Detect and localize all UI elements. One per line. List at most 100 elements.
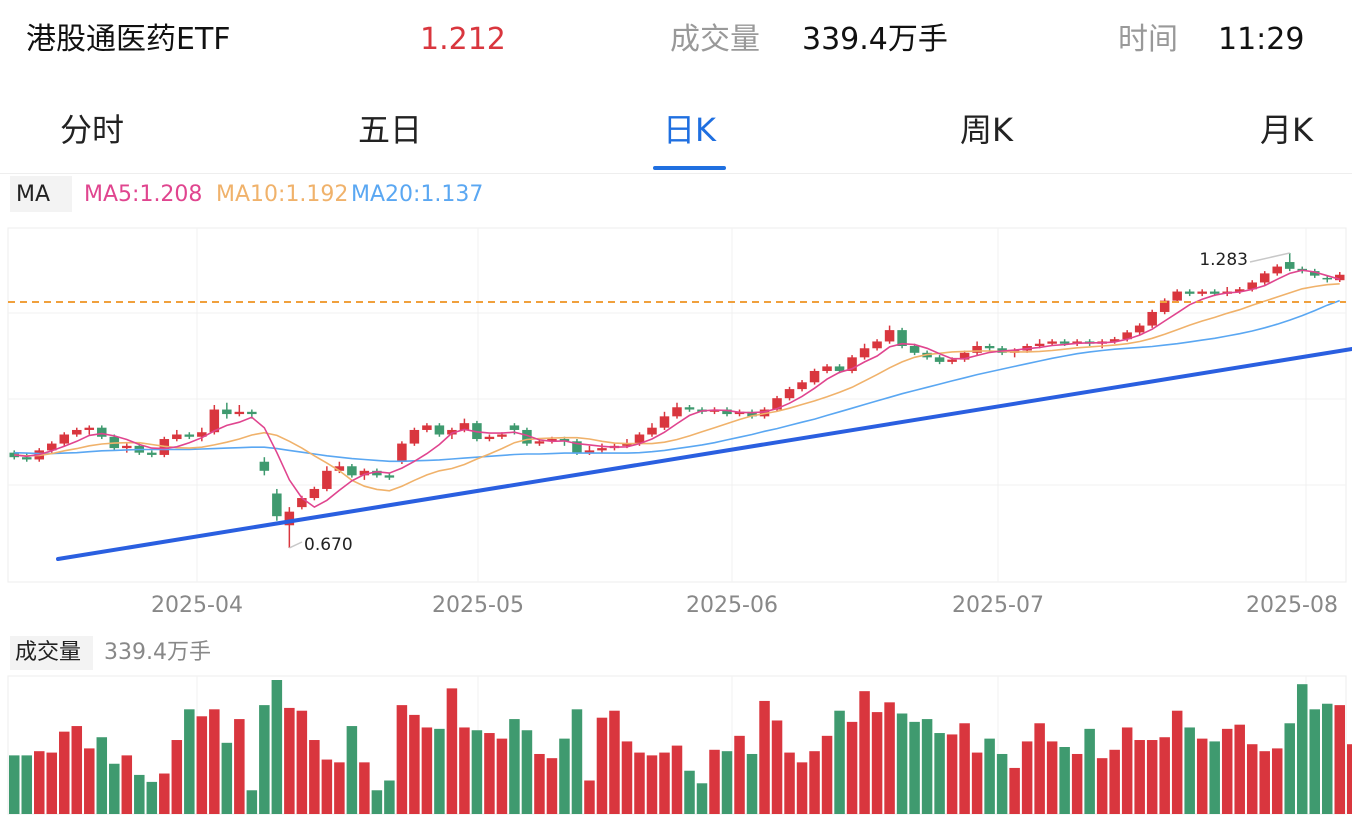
volume-bar — [871, 712, 883, 814]
volume-bar — [334, 762, 345, 814]
volume-bar — [121, 755, 133, 814]
volume-bar — [296, 710, 308, 814]
volume-bar — [734, 735, 745, 814]
volume-bar — [709, 749, 720, 814]
tab-weekly-k[interactable]: 周K — [960, 111, 1013, 149]
candle-body — [384, 475, 395, 478]
ma10-line — [14, 283, 1340, 492]
volume-bar — [1284, 723, 1295, 814]
volume-bar — [846, 721, 858, 814]
volume-bar — [21, 755, 33, 814]
volume-bar — [1246, 744, 1258, 814]
candle-body — [1159, 300, 1170, 312]
volume-bar — [234, 719, 245, 814]
volume-bar — [109, 763, 120, 814]
volume-bar — [359, 762, 370, 814]
candle-body — [459, 423, 470, 430]
volume-bar — [396, 705, 408, 814]
ma-tag[interactable]: MA — [10, 176, 72, 212]
tab-monthly-k[interactable]: 月K — [1260, 111, 1313, 149]
low-annotation-label: 0.670 — [304, 535, 353, 555]
candle-body — [334, 466, 345, 471]
candle-body — [197, 432, 207, 437]
volume-bar — [371, 790, 383, 814]
volume-bar — [946, 734, 958, 814]
volume-bar — [559, 738, 570, 814]
volume-bar — [321, 759, 333, 814]
candle-body — [572, 441, 582, 453]
volume-bar — [859, 691, 870, 814]
candle-body — [834, 366, 845, 371]
candle-body — [359, 470, 370, 476]
candle-body — [959, 352, 970, 360]
volume-tag[interactable]: 成交量 — [10, 636, 93, 670]
volume-bar — [221, 742, 233, 814]
candle-body — [1322, 277, 1332, 280]
x-tick-label: 2025-05 — [432, 593, 524, 618]
volume-bar — [1096, 758, 1108, 814]
high-annotation-label: 1.283 — [1199, 250, 1248, 270]
volume-bar — [246, 790, 258, 814]
volume-bar — [896, 713, 908, 814]
volume-bar — [1146, 740, 1158, 814]
candle-body — [1334, 274, 1345, 281]
volume-bar — [746, 753, 758, 814]
candle-body — [47, 443, 57, 451]
volume-bar — [196, 716, 208, 814]
candlesticks — [9, 252, 1345, 548]
candle-body — [322, 470, 332, 489]
volume-bar — [584, 780, 595, 814]
volume-bar — [71, 726, 83, 814]
volume-bar — [184, 709, 195, 814]
volume-bar — [1209, 741, 1220, 814]
candle-body — [97, 427, 107, 437]
volume-bar — [1221, 728, 1233, 814]
low-annotation-leader — [289, 541, 303, 549]
candle-body — [22, 457, 32, 460]
candle-body — [509, 425, 520, 430]
ma20-value: MA20:1.137 — [351, 182, 484, 207]
volume-bar — [384, 780, 395, 814]
candle-body — [797, 382, 807, 390]
candle-body — [1284, 262, 1295, 269]
volume-bar — [1184, 727, 1195, 814]
volume-bar — [84, 748, 95, 814]
candle-body — [72, 429, 82, 435]
candle-body — [1247, 282, 1257, 290]
candle-body — [547, 439, 557, 442]
candle-body — [1147, 311, 1157, 326]
candle-body — [772, 398, 782, 410]
volume-bar — [1334, 705, 1345, 814]
volume-bar — [909, 721, 920, 814]
candle-body — [272, 493, 282, 517]
tab-five-day[interactable]: 五日 — [358, 111, 423, 149]
tab-intraday[interactable]: 分时 — [60, 111, 125, 149]
volume-bar — [96, 737, 108, 814]
volume-bar — [1309, 709, 1320, 814]
candle-body — [947, 359, 957, 362]
candle-body — [1172, 291, 1182, 301]
candle-body — [1134, 325, 1145, 333]
candle-body — [809, 370, 820, 383]
candle-body — [1109, 339, 1120, 342]
volume-bar — [1259, 751, 1270, 814]
candle-body — [747, 411, 757, 417]
candle-body — [897, 330, 907, 346]
volume-bar — [1347, 744, 1352, 814]
candle-body — [1259, 273, 1270, 283]
candle-body — [259, 461, 270, 471]
candle-body — [1034, 343, 1045, 346]
volume-bar — [996, 753, 1008, 814]
candle-body — [1059, 341, 1070, 344]
volume-label: 成交量 — [670, 22, 760, 57]
volume-bar — [1196, 738, 1208, 814]
volume-bar — [834, 710, 845, 814]
price-grid — [7, 227, 1347, 583]
candle-body — [1197, 291, 1207, 294]
candle-body — [1209, 291, 1220, 294]
volume-bar — [596, 717, 608, 814]
candle-body — [822, 366, 832, 371]
time-label: 时间 — [1118, 22, 1178, 57]
tab-daily-k[interactable]: 日K — [663, 111, 716, 149]
